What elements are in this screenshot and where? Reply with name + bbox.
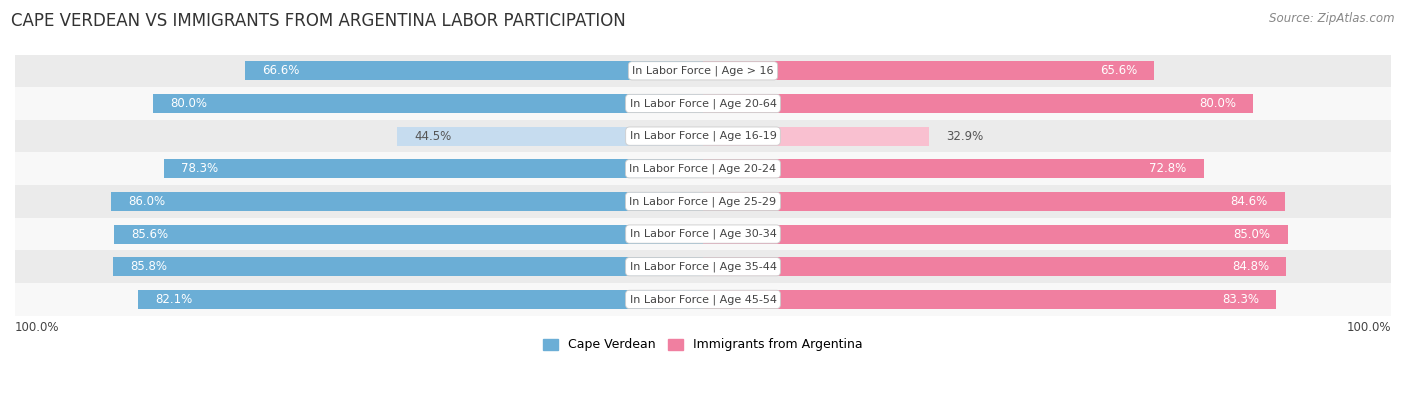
Text: 82.1%: 82.1% [155,293,193,306]
Text: In Labor Force | Age 20-24: In Labor Force | Age 20-24 [630,164,776,174]
Text: 100.0%: 100.0% [15,321,59,334]
Text: 80.0%: 80.0% [1199,97,1236,110]
Text: 32.9%: 32.9% [946,130,984,143]
Bar [112,257,703,276]
Bar [15,218,1391,250]
Bar [703,159,1204,178]
Text: 86.0%: 86.0% [128,195,166,208]
Text: In Labor Force | Age 35-44: In Labor Force | Age 35-44 [630,261,776,272]
Bar [138,290,703,309]
Bar [703,225,1288,244]
Bar [15,152,1391,185]
Text: 84.8%: 84.8% [1232,260,1270,273]
Text: In Labor Force | Age 16-19: In Labor Force | Age 16-19 [630,131,776,141]
Bar [703,127,929,146]
Bar [245,61,703,80]
Bar [15,250,1391,283]
Bar [396,127,703,146]
Bar [703,257,1286,276]
Text: 78.3%: 78.3% [181,162,218,175]
Bar [153,94,703,113]
Text: 44.5%: 44.5% [413,130,451,143]
Bar [15,55,1391,87]
Legend: Cape Verdean, Immigrants from Argentina: Cape Verdean, Immigrants from Argentina [538,333,868,356]
Text: 85.8%: 85.8% [129,260,167,273]
Text: 84.6%: 84.6% [1230,195,1268,208]
Text: 83.3%: 83.3% [1222,293,1258,306]
Bar [165,159,703,178]
Bar [703,94,1253,113]
Bar [15,120,1391,152]
Bar [15,283,1391,316]
Text: In Labor Force | Age 25-29: In Labor Force | Age 25-29 [630,196,776,207]
Bar [703,192,1285,211]
Bar [111,192,703,211]
Text: 100.0%: 100.0% [1347,321,1391,334]
Text: 65.6%: 65.6% [1099,64,1137,77]
Bar [15,185,1391,218]
Text: 85.0%: 85.0% [1233,228,1271,241]
Bar [703,290,1277,309]
Text: In Labor Force | Age 45-54: In Labor Force | Age 45-54 [630,294,776,305]
Text: In Labor Force | Age 20-64: In Labor Force | Age 20-64 [630,98,776,109]
Text: Source: ZipAtlas.com: Source: ZipAtlas.com [1270,12,1395,25]
Text: 85.6%: 85.6% [131,228,169,241]
Bar [114,225,703,244]
Bar [15,87,1391,120]
Text: 66.6%: 66.6% [262,64,299,77]
Text: 80.0%: 80.0% [170,97,207,110]
Text: In Labor Force | Age 30-34: In Labor Force | Age 30-34 [630,229,776,239]
Text: In Labor Force | Age > 16: In Labor Force | Age > 16 [633,66,773,76]
Bar [703,61,1154,80]
Text: 72.8%: 72.8% [1150,162,1187,175]
Text: CAPE VERDEAN VS IMMIGRANTS FROM ARGENTINA LABOR PARTICIPATION: CAPE VERDEAN VS IMMIGRANTS FROM ARGENTIN… [11,12,626,30]
